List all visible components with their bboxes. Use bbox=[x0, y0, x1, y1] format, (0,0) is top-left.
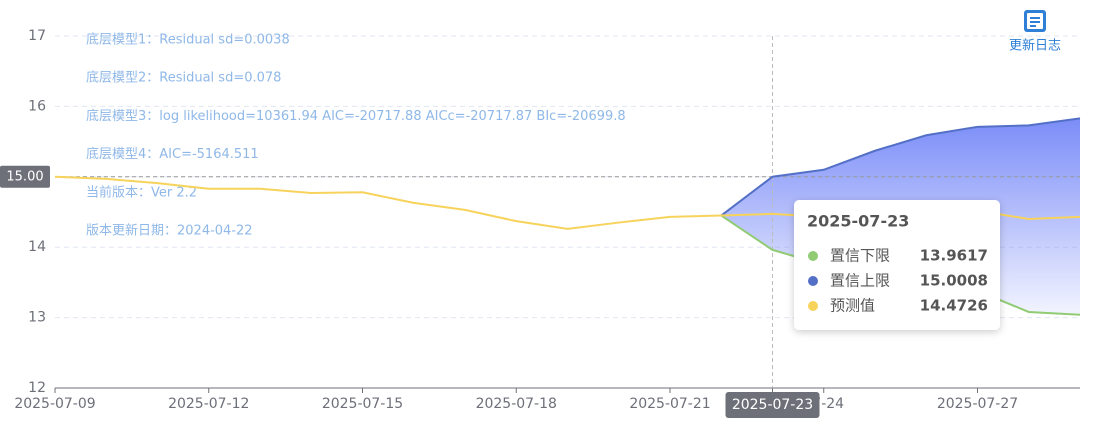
tooltip-dot bbox=[808, 251, 818, 261]
annotation: 底层模型3：log likelihood=10361.94 AIC=-20717… bbox=[86, 108, 626, 124]
tooltip-value: 13.9617 bbox=[920, 247, 988, 265]
tooltip-name: 置信下限 bbox=[830, 247, 890, 265]
tooltip-dot bbox=[808, 301, 818, 311]
x-tick-label: 2025-07-27 bbox=[937, 396, 1018, 412]
tooltip-value: 14.4726 bbox=[920, 297, 988, 315]
y-tick-label: 14 bbox=[28, 239, 46, 255]
y-tick-label: 13 bbox=[28, 310, 46, 326]
annotation: 当前版本：Ver 2.2 bbox=[86, 184, 197, 200]
x-tick-label: 2025-07-18 bbox=[476, 396, 557, 412]
tooltip: 2025-07-23 置信下限 13.9617 置信上限 15.0008 预测值 14.47… bbox=[794, 200, 1000, 330]
tooltip-dot bbox=[808, 276, 818, 286]
mark-line-label-bg bbox=[0, 165, 50, 188]
x-tick-label: 2025-07-09 bbox=[14, 396, 95, 412]
x-tick-label: 2025-07-15 bbox=[322, 396, 403, 412]
crosshair-label-bg bbox=[725, 392, 820, 418]
tooltip-value: 15.0008 bbox=[920, 272, 988, 290]
y-tick-label: 12 bbox=[28, 380, 46, 396]
annotation: 底层模型2：Residual sd=0.078 bbox=[86, 70, 281, 86]
tooltip-box bbox=[794, 200, 1000, 330]
series-line bbox=[720, 117, 1081, 217]
tooltip-name: 预测值 bbox=[830, 297, 875, 315]
changelog-button[interactable]: 更新日志 bbox=[1009, 10, 1061, 54]
annotation: 底层模型1：Residual sd=0.0038 bbox=[86, 32, 290, 48]
y-tick-label: 16 bbox=[28, 98, 46, 114]
crosshair-label: 2025-07-23 bbox=[732, 397, 813, 413]
y-tick-label: 17 bbox=[28, 28, 46, 44]
tooltip-name: 置信上限 bbox=[830, 272, 890, 290]
annotation: 底层模型4：AIC=-5164.511 bbox=[86, 146, 259, 162]
annotation: 版本更新日期：2024-04-22 bbox=[86, 223, 253, 239]
x-tick-label: 2025-07-12 bbox=[168, 396, 249, 412]
tooltip-title: 2025-07-23 bbox=[807, 212, 909, 231]
changelog-label[interactable]: 更新日志 bbox=[1009, 38, 1061, 54]
mark-line-label: 15.00 bbox=[6, 169, 43, 184]
x-tick-label: 2025-07-21 bbox=[629, 396, 710, 412]
